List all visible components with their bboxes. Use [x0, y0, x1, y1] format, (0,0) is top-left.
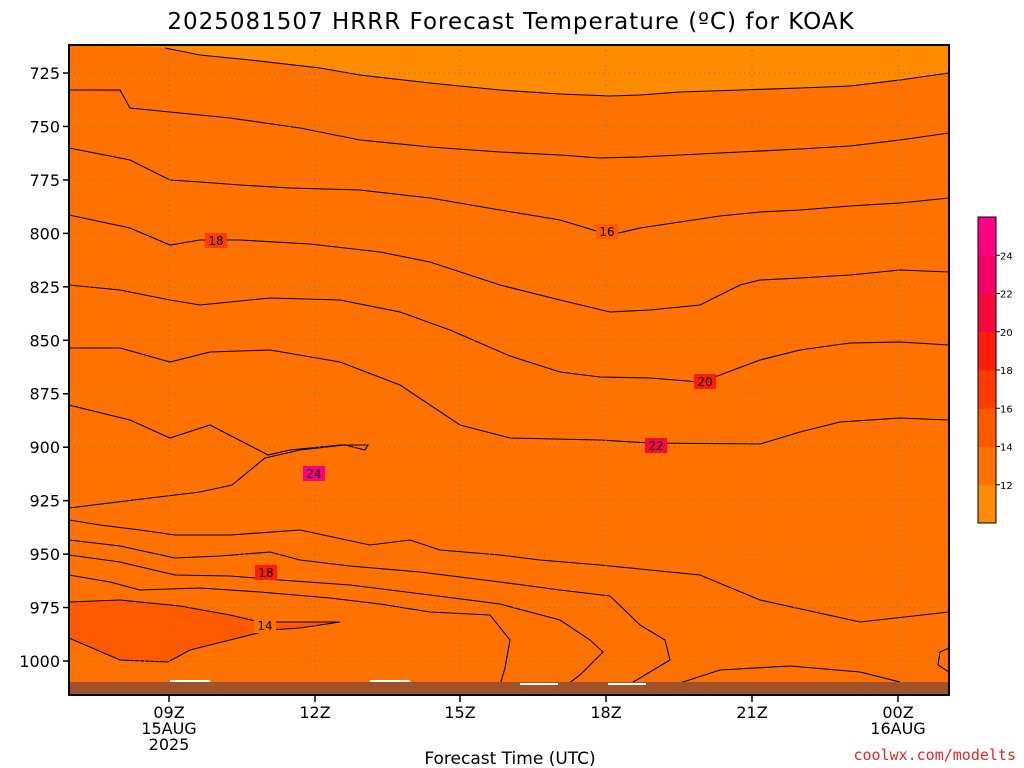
colorbar-label: 22	[1000, 290, 1013, 301]
contour-label-bg	[694, 374, 716, 389]
colorbar-swatch	[978, 484, 996, 524]
contour-line	[69, 599, 341, 663]
colorbar-swatch	[978, 408, 996, 447]
x-tick-label: 21Z	[736, 703, 767, 722]
y-tick-label: 950	[29, 545, 60, 564]
surface-strip	[69, 682, 949, 695]
contour-line	[69, 554, 604, 691]
x-tick-label: 00Z	[882, 703, 913, 722]
x-axis-label: Forecast Time (UTC)	[424, 749, 595, 768]
colorbar-label: 14	[1000, 443, 1013, 454]
colorbar-swatch	[978, 293, 996, 333]
x-tick-label: 12Z	[299, 703, 330, 722]
y-axis: 725 750 775 800 825 850 875 900 925 950 975 1000	[19, 64, 69, 671]
contour-label: 14	[257, 619, 272, 633]
colorbar-swatch	[978, 370, 996, 409]
band-12-14	[69, 45, 949, 695]
y-tick-label: 825	[29, 278, 60, 297]
contour-label: 18	[258, 566, 273, 580]
x-tick-label: 09Z	[153, 703, 184, 722]
surface-markers	[170, 680, 646, 685]
contour-label: 22	[648, 439, 663, 453]
colorbar-label: 12	[1000, 481, 1013, 492]
contour-label-bg	[645, 438, 667, 453]
y-tick-label: 1000	[19, 652, 60, 671]
surface-marker	[370, 680, 410, 682]
y-tick-label: 900	[29, 438, 60, 457]
contour-line	[679, 665, 901, 684]
colorbar-swatch	[978, 255, 996, 294]
contour-label-bg	[255, 565, 277, 580]
plot-frame	[68, 44, 950, 696]
contour-line	[69, 284, 949, 383]
contour-label: 24	[306, 467, 321, 481]
x-tick-label: 16AUG	[870, 719, 925, 738]
x-tick-label: 2025	[149, 735, 190, 754]
surface-marker	[170, 680, 210, 682]
contour-label: 16	[599, 225, 614, 239]
colorbar-label: 24	[1000, 251, 1013, 262]
colorbar-label: 18	[1000, 366, 1013, 377]
contour-line	[69, 574, 511, 686]
credit-text: coolwx.com/modelts	[853, 746, 1016, 764]
contour-line	[937, 647, 949, 673]
contour-label-bg	[254, 618, 276, 633]
contour-line	[69, 147, 949, 236]
contour-labels: 18 16 20 22 24 18 14	[205, 224, 716, 633]
x-tick-label: 18Z	[590, 703, 621, 722]
contour-line	[69, 519, 949, 623]
y-tick-label: 975	[29, 599, 60, 618]
colorbar-label: 20	[1000, 328, 1013, 339]
contour-line	[69, 347, 949, 445]
y-tick-label: 925	[29, 492, 60, 511]
grid	[69, 45, 949, 695]
contour-label: 20	[697, 375, 712, 389]
contour-line	[69, 89, 949, 159]
y-tick-label: 725	[29, 64, 60, 83]
colorbar-swatch	[978, 217, 996, 256]
y-tick-label: 875	[29, 385, 60, 404]
x-tick-label: 15Z	[444, 703, 475, 722]
colorbar-swatch	[978, 331, 996, 371]
colorbar-label: 16	[1000, 404, 1013, 415]
contour-line	[164, 47, 949, 97]
y-tick-label: 800	[29, 224, 60, 243]
contour-line	[69, 404, 369, 509]
contour-label-bg	[205, 233, 227, 248]
contour-lines	[69, 47, 949, 691]
contour-line	[69, 539, 671, 691]
surface-marker	[520, 683, 558, 685]
y-tick-label: 750	[29, 117, 60, 136]
chart-title: 2025081507 HRRR Forecast Temperature (ºC…	[167, 9, 854, 35]
contour-label-bg	[303, 466, 325, 481]
contour-label: 18	[208, 234, 223, 248]
colorbar-swatch	[978, 446, 996, 486]
y-tick-label: 850	[29, 331, 60, 350]
contour-label-bg	[596, 224, 618, 239]
x-tick-label: 15AUG	[141, 719, 196, 738]
surface-marker	[608, 683, 646, 685]
band-under-12	[69, 45, 949, 96]
colorbar: 12 14 16 18 20 22 24	[977, 216, 1013, 524]
y-tick-label: 775	[29, 171, 60, 190]
